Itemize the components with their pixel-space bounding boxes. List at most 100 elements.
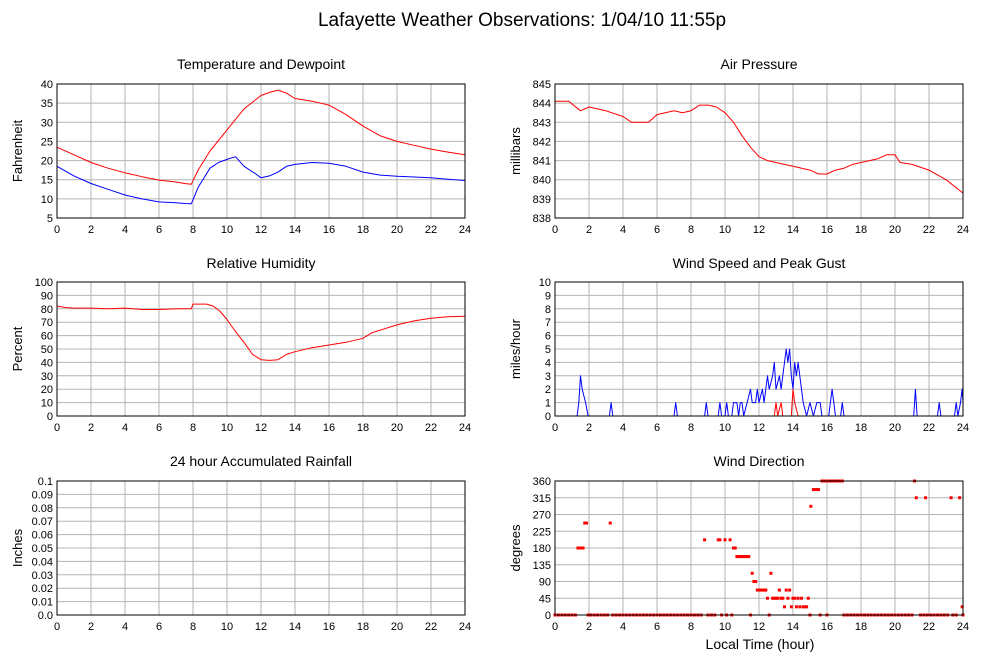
data-point: [784, 588, 788, 592]
plot-frame: [56, 83, 466, 219]
x-tick-label: 6: [156, 422, 162, 434]
data-point: [815, 488, 819, 492]
data-point: [745, 555, 749, 559]
x-tick-label: 4: [620, 224, 626, 236]
y-tick-label: 0.03: [32, 570, 53, 582]
x-tick-label: 14: [289, 621, 301, 633]
x-tick-label: 6: [156, 224, 162, 236]
data-point: [583, 521, 587, 525]
y-tick-label: 0.08: [32, 503, 53, 515]
x-tick-label: 22: [923, 422, 935, 434]
y-tick-label: 0.07: [32, 516, 53, 528]
x-tick-label: 16: [323, 224, 335, 236]
data-point: [771, 596, 775, 600]
y-tick-label: 0.02: [32, 583, 53, 595]
data-point: [809, 504, 813, 508]
x-tick-label: 24: [459, 224, 471, 236]
y-tick-label: 45: [539, 593, 551, 605]
y-tick-label: 843: [533, 117, 551, 129]
data-point: [716, 538, 720, 542]
x-tick-label: 24: [957, 621, 969, 633]
y-tick-label: 838: [533, 213, 551, 225]
data-point: [789, 605, 793, 609]
x-tick-label: 24: [459, 422, 471, 434]
x-tick-label: 2: [88, 621, 94, 633]
data-point: [769, 571, 773, 575]
y-axis-label: Inches: [10, 528, 25, 567]
x-tick-label: 22: [425, 422, 437, 434]
x-tick-label: 20: [391, 422, 403, 434]
data-point: [800, 596, 803, 600]
x-tick-label: 12: [255, 621, 267, 633]
x-tick-label: 16: [821, 621, 833, 633]
y-tick-label: 840: [533, 175, 551, 187]
y-tick-label: 70: [41, 317, 53, 329]
x-tick-label: 10: [719, 224, 731, 236]
x-tick-label: 4: [122, 621, 128, 633]
data-point: [772, 596, 776, 600]
y-tick-label: 180: [533, 543, 551, 555]
data-point: [754, 580, 758, 583]
series-line-red: [56, 303, 466, 361]
data-point: [718, 538, 722, 542]
x-tick-label: 22: [425, 224, 437, 236]
data-point: [949, 496, 953, 500]
data-point: [791, 596, 795, 600]
data-point: [579, 546, 583, 550]
x-tick-label: 20: [889, 422, 901, 434]
data-point: [924, 496, 928, 500]
y-tick-label: 360: [533, 476, 551, 488]
y-tick-label: 10: [41, 194, 53, 206]
series-line-red: [555, 100, 964, 194]
y-tick-label: 839: [533, 194, 551, 206]
y-tick-label: 842: [533, 136, 551, 148]
data-point: [776, 596, 780, 600]
data-point: [755, 588, 759, 592]
data-point: [578, 546, 582, 550]
y-tick-label: 25: [41, 136, 53, 148]
y-tick-label: 90: [41, 290, 53, 302]
data-point: [801, 605, 805, 609]
y-tick-label: 90: [539, 577, 551, 589]
data-point: [742, 555, 746, 559]
y-tick-label: 6: [545, 331, 551, 343]
y-tick-label: 4: [545, 357, 551, 369]
data-point: [777, 588, 781, 592]
y-tick-label: 10: [41, 398, 53, 410]
x-tick-label: 12: [255, 422, 267, 434]
plot-frame: [56, 281, 466, 417]
y-tick-label: 315: [533, 493, 551, 505]
x-tick-label: 2: [586, 621, 592, 633]
data-point: [608, 521, 612, 525]
x-tick-label: 18: [855, 224, 867, 236]
y-tick-label: 60: [41, 331, 53, 343]
y-tick-label: 0.0: [38, 610, 53, 622]
x-tick-label: 0: [54, 224, 60, 236]
data-point: [960, 605, 964, 609]
y-tick-label: 0.04: [32, 556, 53, 568]
chart-title: Relative Humidity: [207, 255, 316, 271]
x-tick-label: 0: [552, 422, 558, 434]
data-point: [805, 605, 809, 609]
x-tick-label: 6: [156, 621, 162, 633]
x-tick-label: 0: [54, 422, 60, 434]
data-point: [728, 538, 732, 542]
x-tick-label: 4: [620, 422, 626, 434]
x-tick-label: 12: [255, 224, 267, 236]
y-axis-label: Fahrenheit: [10, 120, 25, 183]
y-tick-label: 225: [533, 526, 551, 538]
y-axis-label: Percent: [10, 326, 25, 371]
y-tick-label: 0.06: [32, 530, 53, 542]
plot-frame: [554, 480, 964, 616]
x-tick-label: 18: [357, 224, 369, 236]
y-tick-label: 50: [41, 344, 53, 356]
y-tick-label: 80: [41, 304, 53, 316]
y-axis-label: degrees: [508, 524, 523, 571]
data-point: [723, 538, 727, 542]
x-tick-label: 10: [719, 621, 731, 633]
x-tick-label: 24: [459, 621, 471, 633]
x-tick-label: 10: [221, 621, 233, 633]
